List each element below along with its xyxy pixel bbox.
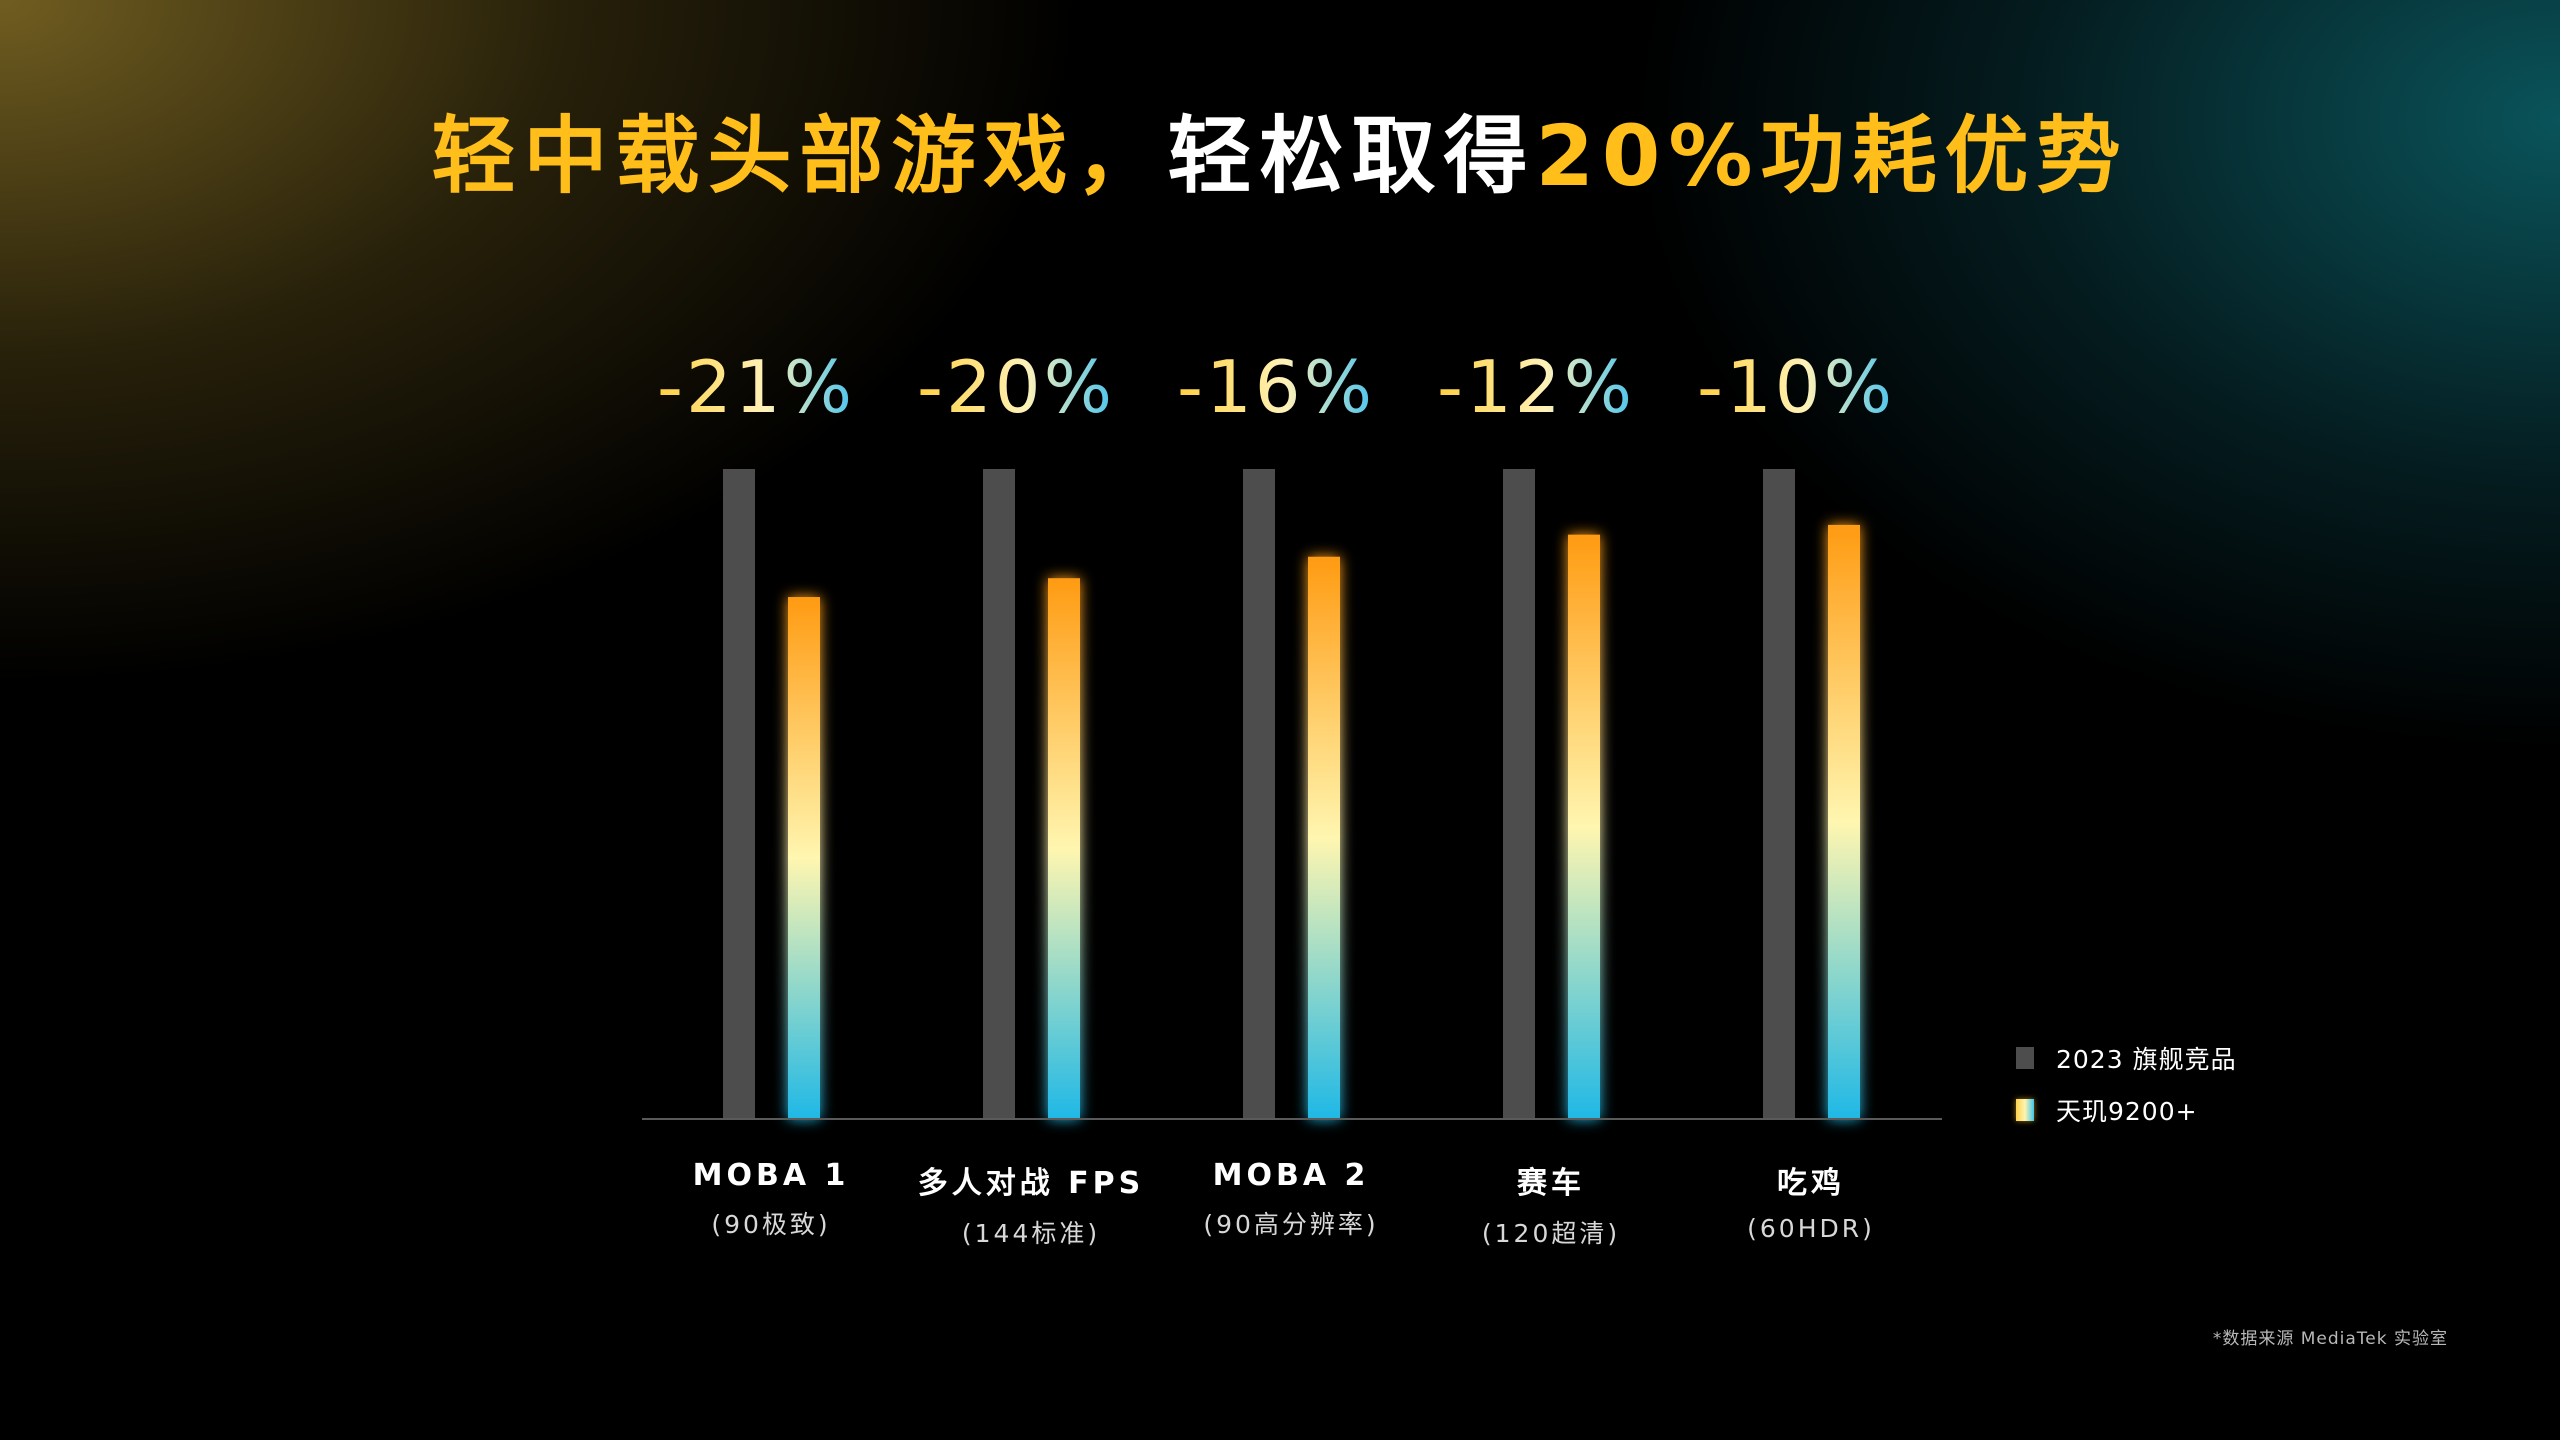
bar-dimensity <box>1048 578 1080 1119</box>
percent-label: -16% <box>1177 345 1375 429</box>
bar-competitor <box>723 469 755 1119</box>
category-sublabel: (120超清) <box>1481 1219 1621 1248</box>
footnote: *数据来源 MediaTek 实验室 <box>2212 1329 2448 1349</box>
bar-dimensity <box>1828 524 1860 1119</box>
percent-label: -20% <box>917 345 1115 429</box>
page-title: 轻中载头部游戏，轻松取得20%功耗优势 <box>0 110 2560 202</box>
category-label: MOBA 1 (90极致) <box>621 1158 921 1241</box>
bar-dimensity <box>1568 534 1600 1119</box>
percent-label: -12% <box>1437 345 1635 429</box>
category-name: 赛车 <box>1517 1166 1585 1201</box>
percent-label: -21% <box>657 345 855 429</box>
category-sublabel: (90高分辨率) <box>1203 1210 1379 1239</box>
title-part-2: 轻松取得 <box>1167 107 1536 205</box>
category-name: 吃鸡 <box>1777 1166 1845 1201</box>
title-part-1: 轻中载头部游戏， <box>431 107 1168 205</box>
percent-label: -10% <box>1697 345 1895 429</box>
bar-dimensity <box>1308 556 1340 1119</box>
bar-competitor <box>1243 469 1275 1119</box>
bar-competitor <box>1503 469 1535 1119</box>
legend-item-dimensity: 天玑9200+ <box>2016 1092 2237 1128</box>
bar-competitor <box>1763 469 1795 1119</box>
legend-label-competitor: 2023 旗舰竞品 <box>2056 1045 2237 1074</box>
legend-swatch-gradient <box>2016 1099 2034 1121</box>
title-part-3: 20%功耗优势 <box>1535 107 2129 205</box>
category-sublabel: (90极致) <box>711 1210 831 1239</box>
category-label: 多人对战 FPS (144标准) <box>881 1158 1181 1250</box>
legend-item-competitor: 2023 旗舰竞品 <box>2016 1040 2237 1076</box>
category-name: 多人对战 FPS <box>917 1166 1145 1201</box>
bar-dimensity <box>788 597 820 1119</box>
category-label: 吃鸡 (60HDR) <box>1661 1158 1961 1243</box>
category-sublabel: (144标准) <box>961 1219 1101 1248</box>
category-name: MOBA 2 <box>1212 1158 1370 1193</box>
category-label: 赛车 (120超清) <box>1401 1158 1701 1250</box>
category-sublabel: (60HDR) <box>1747 1214 1875 1243</box>
bar-competitor <box>983 469 1015 1119</box>
category-name: MOBA 1 <box>692 1158 850 1193</box>
legend: 2023 旗舰竞品 天玑9200+ <box>2016 1040 2237 1144</box>
category-label: MOBA 2 (90高分辨率) <box>1141 1158 1441 1241</box>
legend-swatch-gray <box>2016 1047 2034 1069</box>
legend-label-dimensity: 天玑9200+ <box>2056 1097 2198 1126</box>
